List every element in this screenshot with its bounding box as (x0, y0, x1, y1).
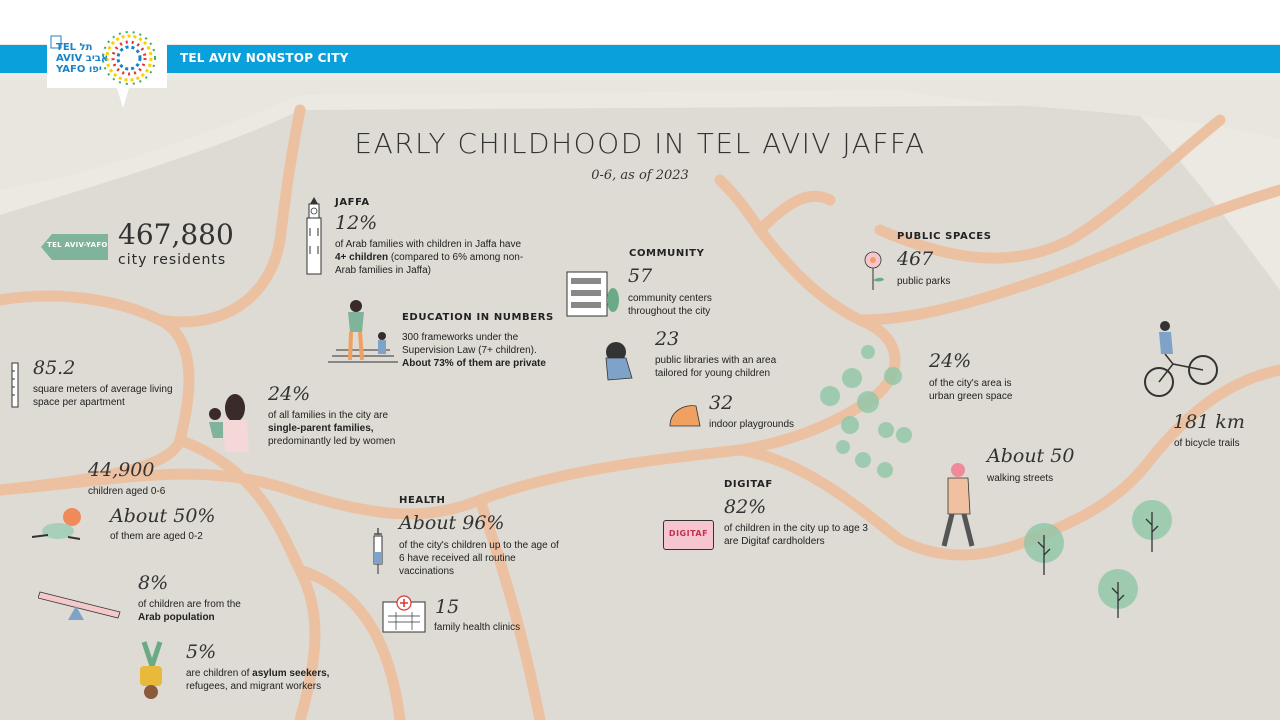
living-label: square meters of average living space pe… (33, 384, 173, 408)
bicycle-label: of bicycle trails (1174, 438, 1240, 449)
walking-label: walking streets (987, 473, 1054, 484)
logo-wordmark: TEL תל AVIV אביב YAFO יפו (56, 42, 108, 75)
arab-label-text: of children are from the (138, 599, 241, 610)
asylum-label-bold: asylum seekers, (252, 668, 330, 679)
living-value: 85.2 (33, 357, 76, 379)
single-label-post: predominantly led by women (268, 436, 396, 447)
education-label-bold: About 73% of them are private (402, 358, 546, 369)
cyclist-icon (1144, 321, 1218, 397)
jaffa-label-text: of Arab families with children in Jaffa … (335, 239, 522, 250)
health-heading: HEALTH (399, 495, 446, 506)
crosswalk-family-icon (328, 300, 398, 363)
bicycle-value: 181 km (1173, 411, 1245, 433)
road-sign-label: TEL AVIV-YAFO (47, 241, 108, 249)
green-label: of the city's area is urban green space (929, 378, 1013, 402)
clock-tower-icon (306, 197, 322, 275)
jaffa-value: 12% (335, 212, 378, 234)
page-subtitle: 0-6, as of 2023 (591, 168, 689, 183)
indoor-playground-icon (669, 405, 701, 427)
child-reading-icon (605, 342, 633, 381)
children-label: children aged 0-6 (88, 486, 166, 497)
seesaw-icon (38, 591, 121, 620)
residents-value: 467,880 (118, 218, 234, 251)
residents-label: city residents (118, 252, 227, 268)
mother-child-icon (209, 394, 249, 452)
public-parks-label: public parks (897, 276, 951, 287)
land-area (0, 105, 1280, 720)
education-label-text: 300 frameworks under the Supervision Law… (402, 332, 537, 356)
digitaf-label: of children in the city up to age 3 are … (724, 523, 868, 547)
syringe-icon (373, 528, 383, 574)
clinic-icon (382, 595, 426, 633)
asylum-label-post: refugees, and migrant workers (186, 681, 322, 692)
digitaf-card-label: DIGITAF (668, 529, 709, 538)
digitaf-card-icon: DIGITAF (663, 520, 714, 550)
single-value: 24% (268, 383, 311, 405)
green-value: 24% (929, 350, 972, 372)
logo-line-1: TEL תל (56, 42, 93, 53)
walking-person-icon (941, 463, 975, 547)
single-label: of all families in the city are single-p… (268, 409, 418, 448)
children-value: 44,900 (88, 459, 155, 481)
asylum-label-text: are children of (186, 668, 253, 679)
community-center-icon (566, 271, 619, 317)
single-label-bold: single-parent families, (268, 423, 374, 434)
education-heading: EDUCATION IN NUMBERS (402, 312, 554, 323)
playgrounds-value: 32 (709, 392, 734, 414)
child-handstand-icon (140, 641, 163, 699)
ruler-icon (11, 362, 19, 408)
public-parks-value: 467 (897, 248, 934, 270)
jaffa-label-post: (compared to 6% among non-Arab families … (335, 252, 524, 276)
community-value: 57 (628, 265, 653, 287)
health-label: of the city's children up to the age of … (399, 540, 559, 577)
arab-label: of children are from the Arab population (138, 598, 258, 624)
jaffa-heading: JAFFA (335, 197, 370, 208)
logo-line-3: YAFO יפו (56, 64, 102, 75)
aged02-value: About 50% (110, 505, 216, 527)
flower-icon (864, 251, 884, 290)
jaffa-label: of Arab families with children in Jaffa … (335, 238, 525, 277)
crawling-baby-icon (31, 508, 81, 540)
top-margin (0, 0, 1280, 44)
page-title: EARLY CHILDHOOD IN TEL AVIV JAFFA (354, 127, 926, 160)
header-bar: TEL AVIV NONSTOP CITY (0, 45, 1280, 73)
community-label: community centers throughout the city (628, 293, 712, 317)
public-spaces-heading: PUBLIC SPACES (897, 231, 992, 242)
logo-badge-icon (47, 28, 167, 108)
single-label-text: of all families in the city are (268, 410, 389, 421)
clinics-label: family health clinics (434, 622, 521, 633)
arab-value: 8% (138, 572, 169, 594)
health-value: About 96% (399, 512, 505, 534)
libraries-label: public libraries with an area tailored f… (655, 355, 777, 379)
tel-aviv-logo: TEL תל AVIV אביב YAFO יפו (47, 28, 167, 110)
asylum-label: are children of asylum seekers, refugees… (186, 667, 356, 693)
logo-line-2: AVIV אביב (56, 53, 109, 64)
digitaf-value: 82% (724, 496, 767, 518)
road-sign-icon (41, 234, 108, 260)
education-label: 300 frameworks under the Supervision Law… (402, 331, 562, 370)
tree-trunks (1037, 512, 1159, 618)
libraries-value: 23 (655, 328, 680, 350)
walking-value: About 50 (987, 445, 1075, 467)
playgrounds-label: indoor playgrounds (709, 419, 795, 430)
header-title: TEL AVIV NONSTOP CITY (180, 51, 349, 65)
arab-label-bold: Arab population (138, 612, 215, 623)
aged02-label: of them are aged 0-2 (110, 531, 203, 542)
jaffa-label-bold: 4+ children (335, 252, 389, 263)
clinics-value: 15 (435, 596, 460, 618)
digitaf-heading: DIGITAF (724, 479, 773, 490)
community-heading: COMMUNITY (629, 248, 705, 259)
asylum-value: 5% (186, 641, 217, 663)
